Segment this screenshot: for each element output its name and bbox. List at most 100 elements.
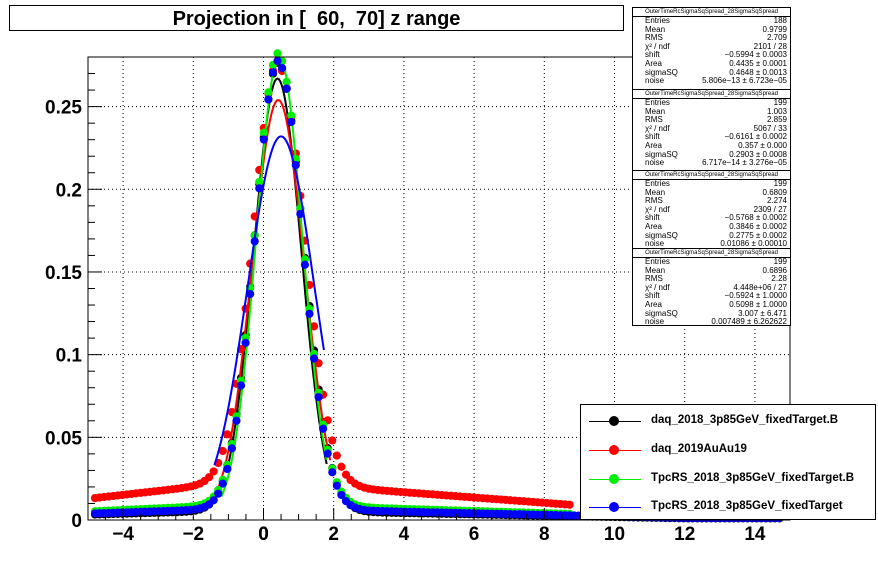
stats-key: RMS bbox=[645, 33, 663, 43]
stats-value: 2.28 bbox=[771, 274, 787, 284]
stats-key: Mean bbox=[645, 24, 666, 34]
x-tick-label: −2 bbox=[182, 524, 204, 545]
stats-key: sigmaSQ bbox=[645, 149, 678, 159]
stats-value: 2101 / 28 bbox=[753, 41, 787, 51]
stats-key: RMS bbox=[645, 115, 663, 125]
x-tick-label: 0 bbox=[258, 524, 269, 545]
stats-value: 2.274 bbox=[766, 196, 787, 206]
stats-row: sigmaSQ 0.2775 ± 0.0002 bbox=[633, 230, 790, 241]
series-2 bbox=[90, 56, 574, 509]
data-point bbox=[305, 309, 314, 318]
data-point bbox=[209, 467, 218, 476]
y-tick-label: 0.05 bbox=[45, 428, 82, 449]
legend-label: TpcRS_2018_3p85GeV_fixedTarget bbox=[651, 500, 843, 512]
data-point bbox=[328, 468, 337, 477]
data-point bbox=[273, 49, 282, 58]
stats-row: RMS 2.859 bbox=[633, 116, 790, 125]
stats-row: Mean 0.9799 bbox=[633, 24, 790, 35]
stats-key: Area bbox=[645, 299, 662, 309]
y-tick-label: 0.2 bbox=[56, 180, 82, 201]
stats-key: RMS bbox=[645, 274, 663, 284]
stats-row: Entries 199 bbox=[633, 98, 790, 108]
stats-key: Area bbox=[645, 140, 662, 150]
x-tick-label: 12 bbox=[674, 524, 695, 545]
stats-row: χ² / ndf 2309 / 27 bbox=[633, 205, 790, 215]
stats-box-title: OuterTimeRcSigmaSqSpread_28SigmaSqSpread bbox=[633, 249, 790, 258]
data-point bbox=[337, 490, 346, 500]
stats-value: 0.3846 ± 0.0002 bbox=[729, 221, 787, 231]
stats-key: Mean bbox=[645, 106, 666, 116]
stats-row: Entries 188 bbox=[633, 16, 790, 26]
stats-row: shift −0.6161 ± 0.0002 bbox=[633, 133, 790, 142]
stats-key: noise bbox=[645, 239, 665, 249]
chart-title: Projection in [ 60, 70] z range bbox=[9, 5, 624, 31]
data-point bbox=[332, 481, 341, 490]
stats-row: RMS 2.274 bbox=[633, 197, 790, 206]
stats-value: 2.859 bbox=[766, 115, 787, 125]
stats-row: χ² / ndf 4.448e+06 / 27 bbox=[633, 282, 790, 293]
data-point bbox=[264, 95, 273, 104]
stats-key: RMS bbox=[645, 196, 663, 206]
stats-key: Mean bbox=[645, 265, 666, 275]
x-tick-label: 2 bbox=[328, 524, 339, 545]
stats-value: −0.5994 ± 0.0003 bbox=[724, 50, 787, 60]
data-point bbox=[328, 436, 337, 445]
data-point bbox=[565, 500, 574, 509]
stats-key: sigmaSQ bbox=[645, 308, 678, 318]
stats-key: Entries bbox=[645, 98, 670, 107]
data-point bbox=[273, 56, 282, 66]
data-point bbox=[323, 449, 332, 458]
stats-value: 0.6809 bbox=[762, 187, 787, 197]
stats-row: Mean 0.6896 bbox=[633, 265, 790, 276]
stats-row: RMS 2.709 bbox=[633, 34, 790, 43]
stats-value: −0.6161 ± 0.0002 bbox=[724, 132, 787, 142]
stats-key: Area bbox=[645, 58, 662, 68]
data-point bbox=[332, 451, 341, 460]
data-point bbox=[236, 381, 246, 390]
legend-item: TpcRS_2018_3p85GeV_fixedTarget.B bbox=[581, 465, 875, 494]
data-point bbox=[300, 260, 310, 269]
stats-value: 188 bbox=[773, 16, 787, 25]
stats-value: 0.6896 bbox=[762, 265, 787, 275]
stats-value: 199 bbox=[773, 98, 787, 107]
stats-row: χ² / ndf 5067 / 33 bbox=[633, 124, 790, 134]
stats-value: 199 bbox=[773, 179, 787, 188]
stats-key: Entries bbox=[645, 257, 670, 266]
data-point bbox=[204, 473, 214, 482]
x-tick-label: 0 bbox=[258, 524, 269, 545]
data-point bbox=[282, 84, 291, 93]
stats-value: 0.2775 ± 0.0002 bbox=[729, 230, 787, 240]
data-point bbox=[341, 470, 351, 479]
stats-key: Entries bbox=[645, 179, 670, 188]
stats-value: 5.806e−13 ± 6.723e−05 bbox=[702, 76, 787, 86]
data-point bbox=[218, 479, 227, 488]
stats-row: RMS 2.28 bbox=[633, 275, 790, 284]
data-point bbox=[287, 117, 296, 127]
fit-curve-3 bbox=[220, 55, 328, 497]
stats-key: Area bbox=[645, 221, 662, 231]
legend-marker bbox=[609, 502, 619, 512]
stats-key: noise bbox=[645, 317, 665, 327]
stats-key: Entries bbox=[645, 16, 670, 25]
data-point bbox=[223, 430, 232, 439]
stats-row: sigmaSQ 3.007 ± 6.471 bbox=[633, 308, 790, 319]
legend-item: daq_2019AuAu19 bbox=[581, 436, 875, 465]
stats-row: noise 5.806e−13 ± 6.723e−05 bbox=[633, 77, 790, 86]
stats-key: χ² / ndf bbox=[645, 282, 670, 292]
data-point bbox=[268, 68, 278, 77]
stats-key: Mean bbox=[645, 187, 666, 197]
legend-label: daq_2019AuAu19 bbox=[651, 443, 747, 455]
stats-box-title: OuterTimeRcSigmaSqSpread_28SigmaSqSpread bbox=[633, 90, 790, 99]
stats-key: shift bbox=[645, 50, 660, 60]
stats-value: 4.448e+06 / 27 bbox=[733, 282, 787, 292]
data-point bbox=[278, 63, 287, 73]
stats-key: shift bbox=[645, 213, 660, 223]
legend: daq_2018_3p85GeV_fixedTarget.B daq_2019A… bbox=[580, 404, 876, 520]
stats-row: noise 0.007489 ± 6.262622 bbox=[633, 318, 790, 327]
y-tick-label: 0 bbox=[71, 511, 82, 532]
x-tick-label: 8 bbox=[539, 524, 550, 545]
fit-curve-4 bbox=[213, 135, 325, 466]
stats-box: OuterTimeRcSigmaSqSpread_28SigmaSqSpread… bbox=[632, 89, 791, 171]
stats-box: OuterTimeRcSigmaSqSpread_28SigmaSqSpread… bbox=[632, 170, 791, 249]
